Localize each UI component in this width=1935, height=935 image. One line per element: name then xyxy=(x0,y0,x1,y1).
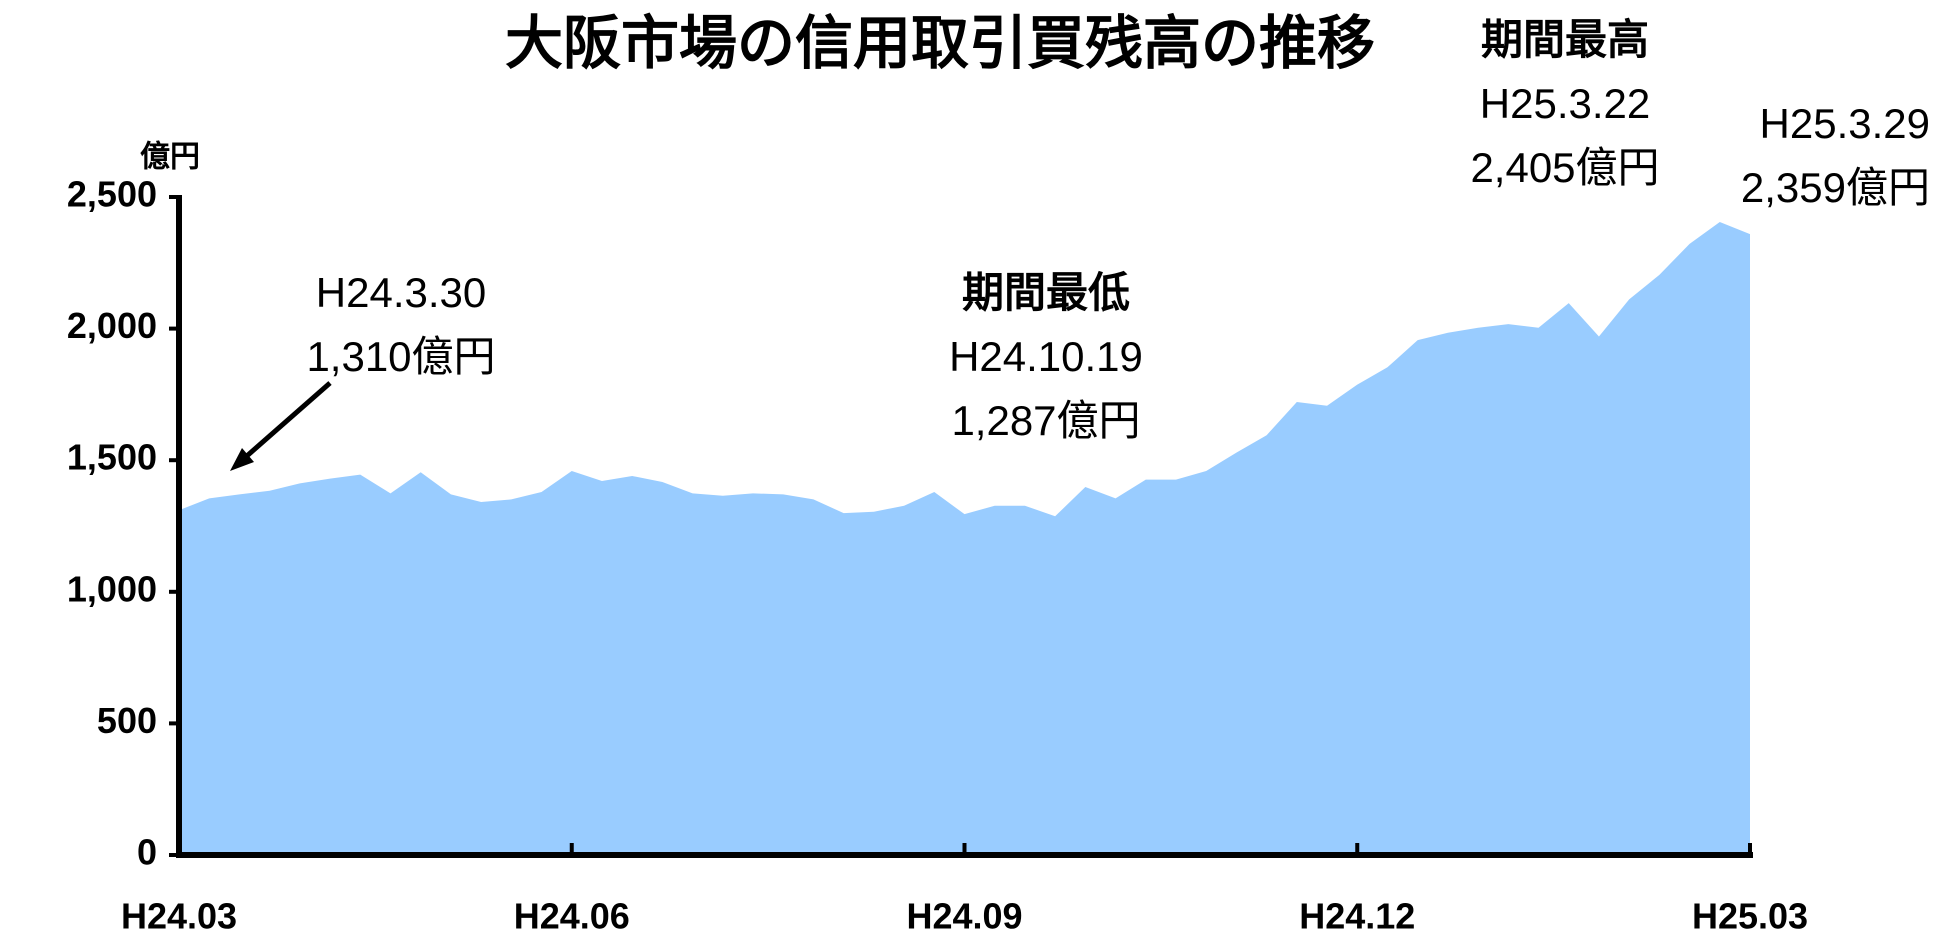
x-tick-label: H24.09 xyxy=(906,896,1022,935)
y-tick-label: 2,500 xyxy=(67,174,157,215)
x-tick-label: H25.03 xyxy=(1692,896,1808,935)
annotation: 2,359億円 xyxy=(1741,164,1930,211)
x-tick-label: H24.12 xyxy=(1299,896,1415,935)
annotation: 期間最高 xyxy=(1481,16,1649,63)
y-tick-label: 2,000 xyxy=(67,305,157,346)
arrow-head xyxy=(230,448,254,471)
annotation: H25.3.22 xyxy=(1480,80,1650,127)
annotation: H24.10.19 xyxy=(949,333,1143,380)
annotation: 1,287億円 xyxy=(951,397,1140,444)
y-tick-label: 1,000 xyxy=(67,568,157,609)
annotation: 2,405億円 xyxy=(1470,144,1659,191)
annotation: 1,310億円 xyxy=(306,333,495,380)
annotation: H24.3.30 xyxy=(316,269,486,316)
annotation: H25.3.29 xyxy=(1760,100,1930,147)
y-tick-label: 500 xyxy=(97,700,157,741)
arrow xyxy=(238,381,332,464)
y-unit: 億円 xyxy=(140,140,200,175)
x-tick-label: H24.03 xyxy=(121,896,237,935)
y-tick-label: 0 xyxy=(137,832,157,873)
x-tick-label: H24.06 xyxy=(514,896,630,935)
y-tick-label: 1,500 xyxy=(67,437,157,478)
chart-title: 大阪市場の信用取引買残高の推移 xyxy=(505,9,1375,77)
area xyxy=(179,222,1750,855)
annotation: 期間最低 xyxy=(962,269,1130,316)
